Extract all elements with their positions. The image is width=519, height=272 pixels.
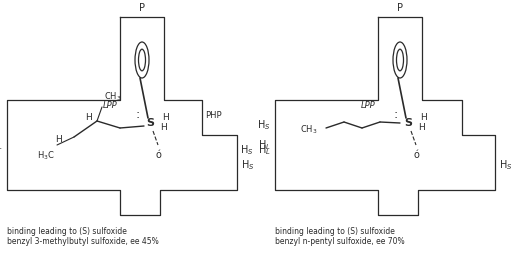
Text: H: H xyxy=(418,122,425,131)
Text: :: : xyxy=(394,109,398,122)
Text: H$_3$C: H$_3$C xyxy=(37,150,55,162)
Text: LPP: LPP xyxy=(360,100,375,110)
Text: LPP: LPP xyxy=(102,100,117,110)
Text: H: H xyxy=(162,113,169,122)
Text: CH$_3$: CH$_3$ xyxy=(104,91,121,103)
Text: H$_S$: H$_S$ xyxy=(499,158,513,172)
Text: H$_L$: H$_L$ xyxy=(0,138,3,152)
Ellipse shape xyxy=(139,49,145,71)
Text: H$_L$: H$_L$ xyxy=(258,138,271,152)
Text: H$_S$: H$_S$ xyxy=(240,143,253,157)
Text: P: P xyxy=(397,3,403,13)
Text: H$_S$: H$_S$ xyxy=(241,158,254,172)
Text: PHP: PHP xyxy=(205,110,222,119)
Text: H: H xyxy=(160,122,167,131)
Text: S: S xyxy=(404,118,412,128)
Text: binding leading to (S) sulfoxide
benzyl n-pentyl sulfoxide, ee 70%: binding leading to (S) sulfoxide benzyl … xyxy=(275,227,405,246)
Ellipse shape xyxy=(393,42,407,78)
Text: S: S xyxy=(146,118,154,128)
Ellipse shape xyxy=(135,42,149,78)
Text: H: H xyxy=(85,113,92,122)
Text: binding leading to (S) sulfoxide
benzyl 3-methylbutyl sulfoxide, ee 45%: binding leading to (S) sulfoxide benzyl … xyxy=(7,227,159,246)
Text: ó: ó xyxy=(413,150,419,160)
Ellipse shape xyxy=(397,49,403,71)
Text: H$_L$: H$_L$ xyxy=(258,143,271,157)
Text: H: H xyxy=(420,113,427,122)
Text: ó: ó xyxy=(155,150,161,160)
Text: CH$_3$: CH$_3$ xyxy=(301,124,318,136)
Text: :: : xyxy=(136,109,140,122)
Text: H$_S$: H$_S$ xyxy=(257,118,271,132)
Text: H: H xyxy=(55,135,62,144)
Text: P: P xyxy=(139,3,145,13)
